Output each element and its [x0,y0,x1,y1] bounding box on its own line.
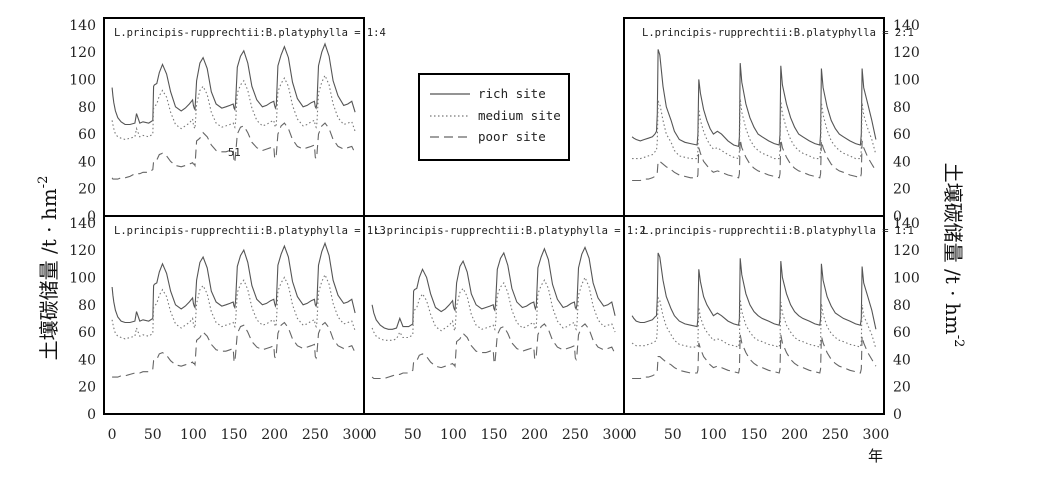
series-line-rich-site-panel-2 [631,49,877,148]
y-tick-label-left-1-5: 100 [69,270,96,286]
series-line-poor-site-panel-5 [632,334,877,380]
legend-box [418,73,570,161]
y-tick-label-left-0-7: 140 [69,18,96,34]
x-tick-label-1-5: 250 [562,427,589,443]
y-tick-label-right-1-2: 40 [893,352,911,368]
y-tick-label-right-1-0: 0 [893,407,902,423]
y-tick-label-right-0-4: 80 [893,100,911,116]
x-tick-label-1-0: 0 [368,427,377,443]
y-axis-label-left-text: 土壤碳储量 /t · hm-2 [36,176,61,361]
y-tick-label-right-0-3: 60 [893,127,911,143]
frame-top-left [103,17,365,217]
x-tick-label-0-6: 300 [343,427,370,443]
y-tick-label-left-1-7: 140 [69,216,96,232]
y-axis-label-left-sup: -2 [36,176,51,189]
y-tick-label-left-1-4: 80 [78,298,96,314]
y-tick-label-right-0-7: 140 [893,18,920,34]
panel-2: L.principis-rupprechtii:B.platyphylla = … [631,27,914,182]
y-tick-label-right-0-5: 100 [893,72,920,88]
annotation-51: 51 [228,147,241,159]
y-tick-label-left-0-5: 100 [69,72,96,88]
x-tick-label-0-2: 100 [180,427,207,443]
series-line-poor-site-panel-2 [632,139,877,182]
x-tick-label-0-5: 250 [302,427,329,443]
legend-label-medium: medium site [478,108,561,123]
x-tick-label-2-6: 300 [863,427,890,443]
x-tick-label-1-3: 150 [481,427,508,443]
y-tick-label-left-1-2: 40 [78,352,96,368]
y-tick-label-right-0-2: 40 [893,154,911,170]
panel-title-5: L.principis-rupprechtii:B.platyphylla = … [642,225,914,237]
panels: L.principis-rupprechtii:B.platyphylla = … [111,27,914,380]
legend-label-rich: rich site [478,86,546,101]
x-tick-label-2-2: 100 [700,427,727,443]
panel-5: L.principis-rupprechtii:B.platyphylla = … [631,225,914,380]
frame-bottom-left [103,215,365,415]
panel-frames [103,17,885,415]
x-tick-label-2-1: 50 [664,427,682,443]
y-tick-label-right-1-7: 140 [893,216,920,232]
frame-top-right [623,17,885,217]
series-line-rich-site-panel-5 [631,252,877,330]
y-tick-label-right-1-1: 20 [893,380,911,396]
legend-label-poor: poor site [478,129,546,144]
y-axis-label-left: 土壤碳储量 /t · hm-2 [36,176,61,361]
panel-title-2: L.principis-rupprechtii:B.platyphylla = … [642,27,914,39]
panel-title-4: L.principis-rupprechtii:B.platyphylla = … [374,225,646,237]
series-line-medium-site-panel-2 [632,98,877,160]
x-axis-unit: 年 [868,447,883,465]
x-tick-label-1-4: 200 [521,427,548,443]
y-tick-label-left-0-2: 40 [78,154,96,170]
panel-4: L.principis-rupprechtii:B.platyphylla = … [371,225,646,380]
y-axis-label-right: 土壤碳储量 /t · hm-2 [941,163,966,348]
series-line-medium-site-panel-5 [631,296,877,349]
series-line-medium-site-panel-4 [371,276,616,341]
x-tick-label-2-4: 200 [781,427,808,443]
y-axis-label-right-sup: -2 [951,335,966,348]
x-tick-label-0-1: 50 [144,427,162,443]
x-tick-label-1-2: 100 [440,427,467,443]
x-tick-label-2-5: 250 [822,427,849,443]
x-tick-label-1-1: 50 [404,427,422,443]
y-tick-label-right-1-5: 100 [893,270,920,286]
y-tick-label-right-1-4: 80 [893,298,911,314]
series-line-poor-site-panel-1 [111,122,356,180]
panel-1: L.principis-rupprechtii:B.platyphylla = … [111,27,386,180]
panel-3: L.principis-rupprechtii:B.platyphylla = … [111,225,386,378]
x-tick-label-2-0: 0 [628,427,637,443]
panel-title-1: L.principis-rupprechtii:B.platyphylla = … [114,27,386,39]
y-tick-label-left-1-1: 20 [78,380,96,396]
x-tick-label-1-6: 300 [603,427,630,443]
series-line-rich-site-panel-1 [111,42,356,126]
series-line-rich-site-panel-4 [371,245,616,330]
y-tick-label-left-0-3: 60 [78,127,96,143]
y-tick-label-left-0-0: 0 [87,209,96,225]
y-tick-label-left-1-0: 0 [87,407,96,423]
frame-bottom-right [623,215,885,415]
y-tick-label-right-0-1: 20 [893,182,911,198]
legend: rich site medium site poor site [418,73,570,161]
series-line-medium-site-panel-3 [111,273,356,340]
x-tick-label-2-3: 150 [741,427,768,443]
y-axis-label-right-text: 土壤碳储量 /t · hm-2 [941,163,966,348]
y-tick-label-right-1-3: 60 [893,325,911,341]
y-tick-label-left-0-4: 80 [78,100,96,116]
y-tick-label-left-0-6: 120 [69,45,96,61]
x-tick-label-0-0: 0 [108,427,117,443]
series-line-poor-site-panel-4 [371,323,616,380]
frame-bottom-middle [363,215,625,415]
series-line-poor-site-panel-3 [112,321,356,378]
y-tick-label-right-1-6: 120 [893,243,920,259]
y-tick-label-right-0-0: 0 [893,209,902,225]
series-line-rich-site-panel-3 [111,241,356,324]
panel-title-3: L.principis-rupprechtii:B.platyphylla = … [114,225,386,237]
x-tick-label-0-3: 150 [221,427,248,443]
y-tick-label-right-0-6: 120 [893,45,920,61]
y-tick-label-left-1-6: 120 [69,243,96,259]
y-tick-label-left-0-1: 20 [78,182,96,198]
x-tick-label-0-4: 200 [261,427,288,443]
y-tick-label-left-1-3: 60 [78,325,96,341]
